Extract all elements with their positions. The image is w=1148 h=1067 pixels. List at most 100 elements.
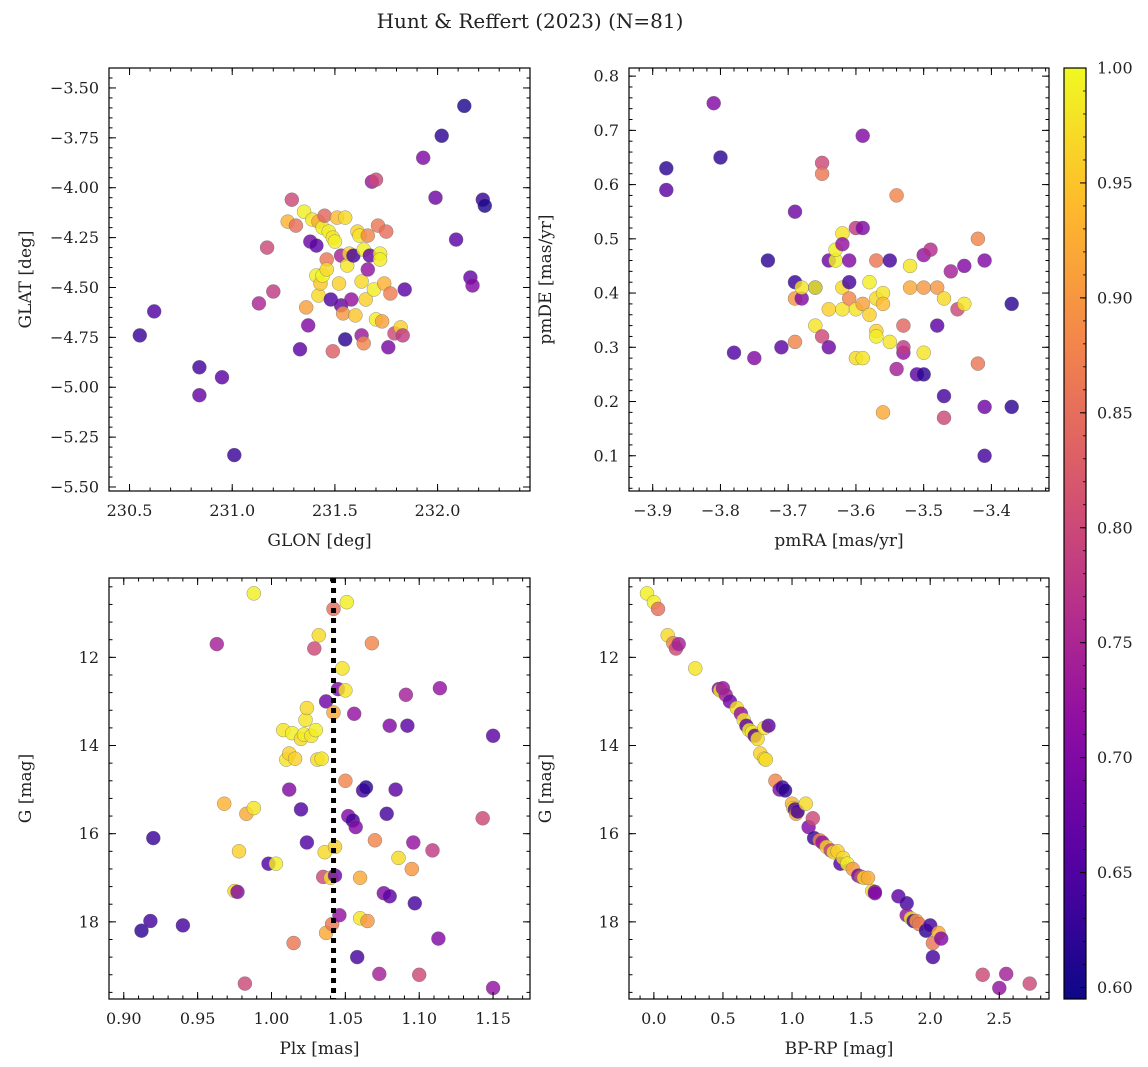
scatter-point xyxy=(246,586,262,601)
scatter-point xyxy=(284,192,300,207)
scatter-point xyxy=(406,835,421,850)
scatter-point xyxy=(936,291,952,306)
scatter-point xyxy=(266,284,281,299)
scatter-point xyxy=(383,286,398,301)
scatter-point xyxy=(337,210,353,225)
scatter-point xyxy=(335,661,350,676)
panel-pmra-pmde: −3.9 −3.8 −3.7 −3.6 −3.5 −3.4 0.1 0.2 0.3 0.4 0.5 0… xyxy=(536,67,1050,551)
scatter-point xyxy=(875,405,891,420)
ticks xyxy=(108,67,530,491)
scatter-point xyxy=(325,344,341,359)
y-axis-label: pmDE [mas/yr] xyxy=(536,214,556,344)
scatter-point xyxy=(364,635,380,651)
scatter-point xyxy=(688,661,703,676)
colorbar: 0.60 0.65 0.70 0.75 0.80 0.85 0.90 0.95 1.00 xyxy=(1063,59,1133,1000)
scatter-point xyxy=(192,360,207,375)
scatter-point xyxy=(860,870,876,886)
scatter-point xyxy=(896,340,911,355)
scatter-point xyxy=(288,218,304,233)
scatter-point xyxy=(379,806,394,822)
scatter-point xyxy=(760,253,776,268)
scatter-point xyxy=(214,370,230,385)
scatter-point xyxy=(425,843,440,858)
colorbar-tick-label: 0.90 xyxy=(1097,288,1133,307)
scatter-point xyxy=(391,850,406,866)
y-tick-label: 14 xyxy=(599,736,619,755)
scatter-points xyxy=(132,98,493,463)
scatter-point xyxy=(867,885,883,901)
scatter-point xyxy=(889,361,904,377)
y-tick-label: 0.8 xyxy=(594,67,619,86)
scatter-point xyxy=(293,802,309,817)
scatter-point xyxy=(230,884,245,900)
scatter-point xyxy=(808,318,823,333)
x-tick-label: 1.5 xyxy=(848,1009,873,1028)
scatter-point xyxy=(338,773,353,789)
x-tick-label: 0.0 xyxy=(641,1009,666,1028)
scatter-point xyxy=(869,329,884,344)
scatter-point xyxy=(1004,399,1019,415)
x-tick-label: −3.9 xyxy=(633,501,672,520)
x-tick-label: 2.0 xyxy=(917,1009,942,1028)
scatter-point xyxy=(281,782,297,797)
y-tick-label: 12 xyxy=(79,648,99,667)
x-tick-label: 2.5 xyxy=(987,1009,1012,1028)
scatter-point xyxy=(882,334,898,350)
x-tick-label: 230.5 xyxy=(107,501,153,520)
scatter-point xyxy=(209,636,225,652)
scatter-point xyxy=(367,833,383,848)
scatter-point xyxy=(975,967,990,983)
scatter-point xyxy=(761,718,776,733)
colorbar-tick-label: 0.65 xyxy=(1097,863,1133,882)
scatter-point xyxy=(388,782,403,797)
panel-glon-glat: 230.5 231.0 231.5 232.0 −5.50 −5.25 −5.00 −4.75… xyxy=(16,67,531,551)
x-tick-label: −3.7 xyxy=(769,501,808,520)
scatter-point xyxy=(896,318,911,333)
scatter-point xyxy=(706,95,721,111)
scatter-point xyxy=(855,220,870,236)
scatter-point xyxy=(477,198,493,213)
scatter-point xyxy=(397,282,412,297)
scatter-point xyxy=(448,232,464,247)
scatter-point xyxy=(902,258,918,274)
y-tick-label: 0.4 xyxy=(594,284,619,303)
scatter-point xyxy=(286,935,301,951)
colorbar-tick-label: 0.60 xyxy=(1097,978,1133,997)
scatter-point xyxy=(134,923,149,938)
scatter-point xyxy=(475,811,490,826)
y-tick-label: 18 xyxy=(599,912,619,931)
axes-frame xyxy=(628,67,1050,492)
scatter-point xyxy=(925,949,941,965)
scatter-point xyxy=(407,896,423,911)
x-tick-label: 231.5 xyxy=(312,501,358,520)
scatter-point xyxy=(434,128,449,144)
scatter-points xyxy=(134,586,501,996)
ticks xyxy=(629,578,1049,999)
scatter-point xyxy=(251,296,267,311)
scatter-point xyxy=(237,976,253,991)
x-tick-label: 1.10 xyxy=(401,1009,437,1028)
scatter-point xyxy=(814,329,830,344)
scatter-point xyxy=(970,356,986,371)
scatter-point xyxy=(395,328,410,343)
scatter-point xyxy=(360,913,375,929)
scatter-point xyxy=(415,150,431,166)
x-axis-label: pmRA [mas/yr] xyxy=(774,531,903,551)
scatter-point xyxy=(382,889,397,904)
scatter-point xyxy=(300,318,316,333)
scatter-point xyxy=(855,296,870,312)
colorbar-tick-label: 0.95 xyxy=(1097,173,1133,192)
x-tick-label: −3.8 xyxy=(701,501,740,520)
scatter-point xyxy=(381,340,396,355)
scatter-point xyxy=(309,238,324,253)
scatter-point xyxy=(354,274,369,289)
figure-title: Hunt & Reffert (2023) (N=81) xyxy=(377,9,684,33)
scatter-point xyxy=(335,306,351,321)
scatter-point xyxy=(889,188,904,203)
y-tick-label: −5.00 xyxy=(50,378,99,397)
scatter-point xyxy=(916,345,931,360)
scatter-point xyxy=(726,345,742,360)
scatter-point xyxy=(713,150,728,165)
scatter-point xyxy=(349,949,365,965)
y-tick-label: 0.2 xyxy=(594,392,619,411)
